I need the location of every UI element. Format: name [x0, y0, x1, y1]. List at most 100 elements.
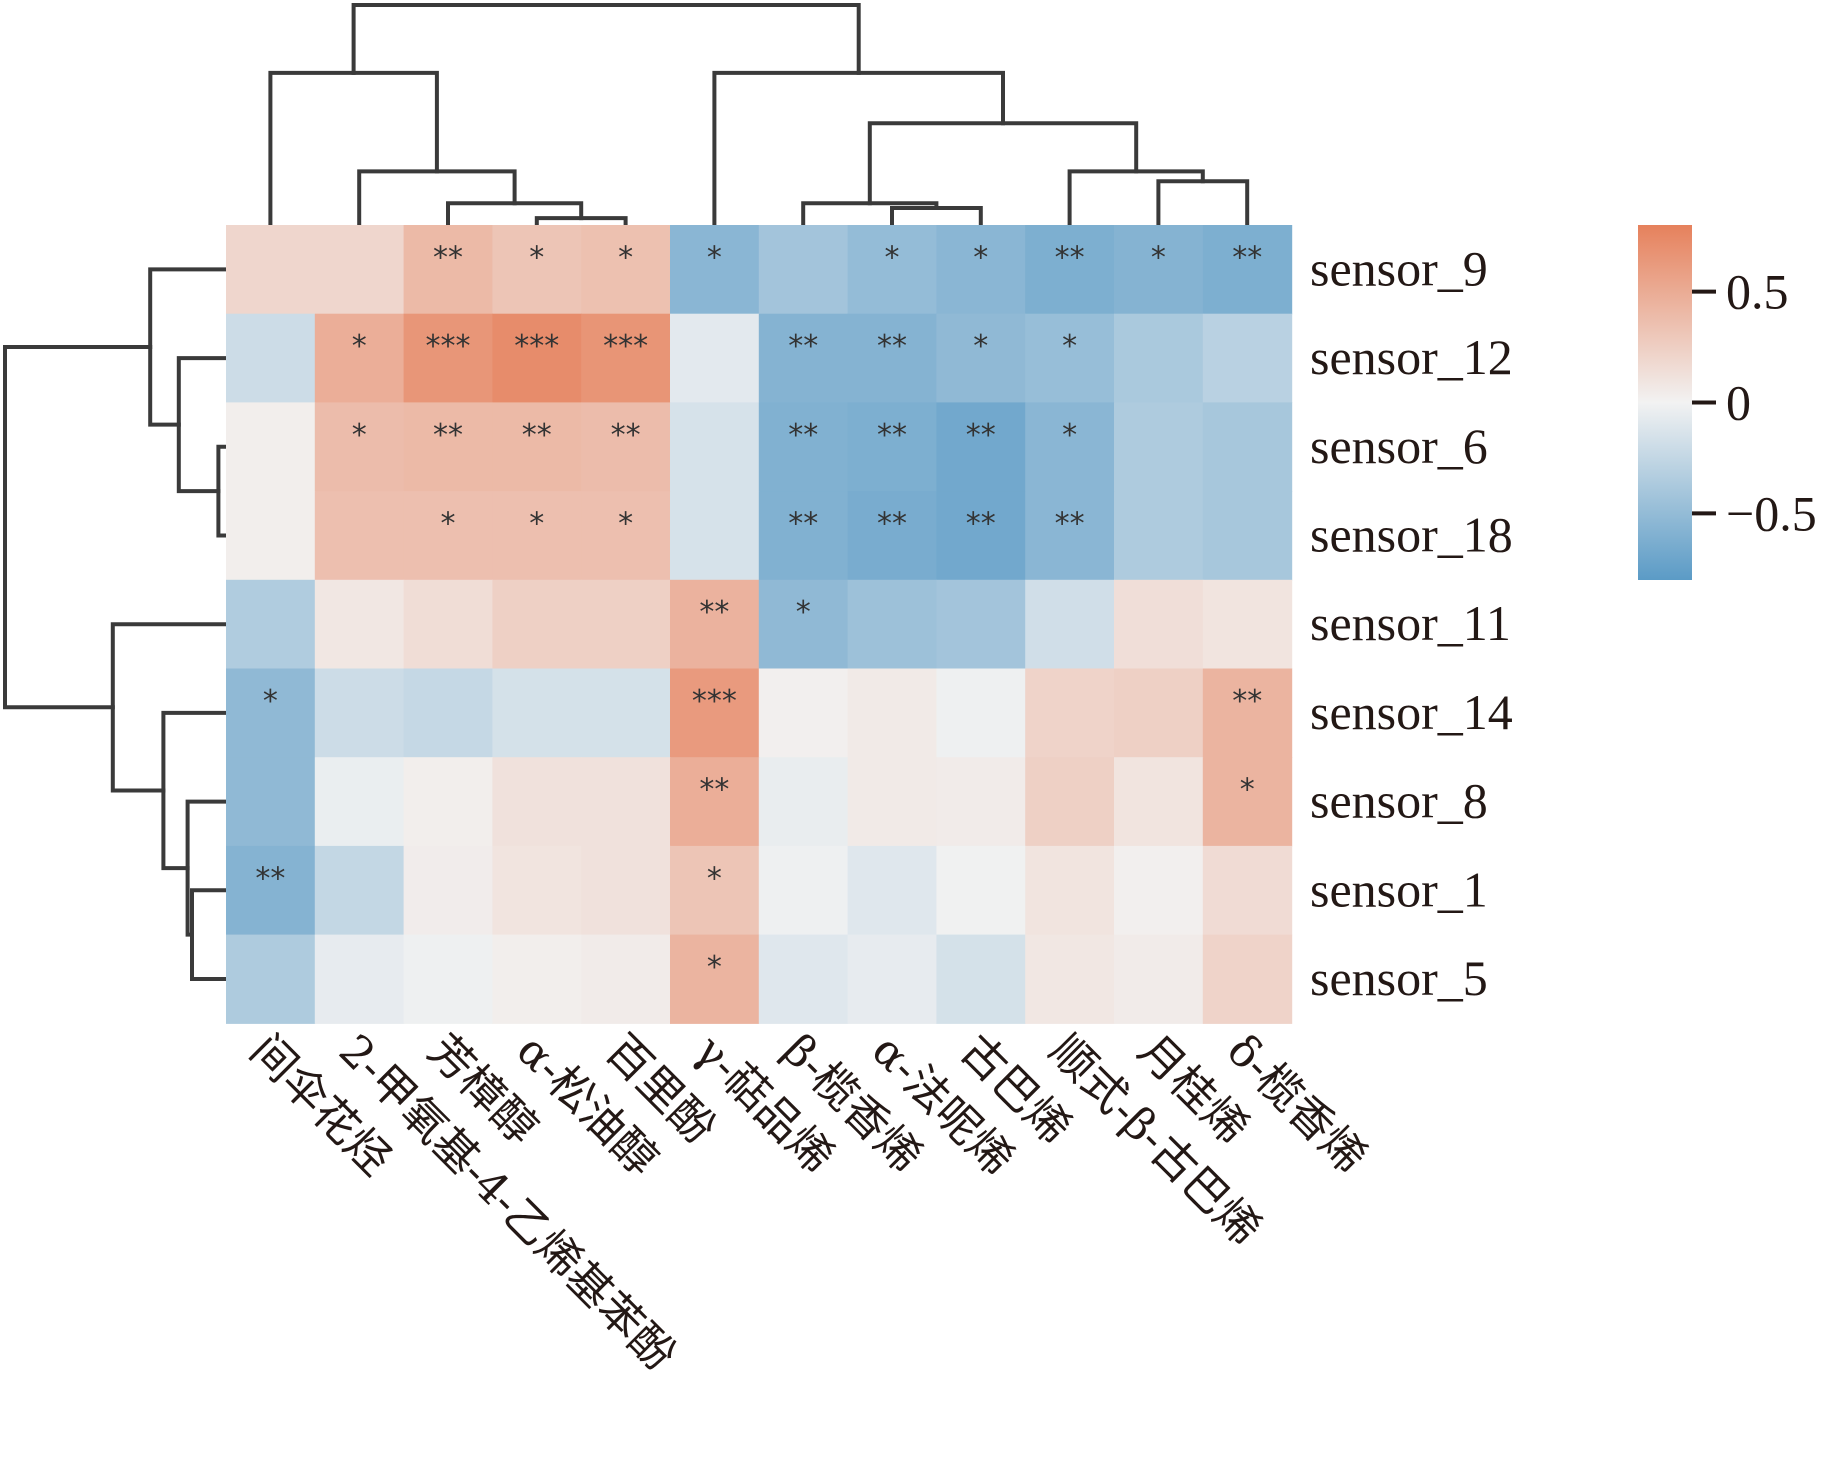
row-label: sensor_12 [1310, 329, 1513, 385]
heatmap-cell [670, 225, 760, 315]
heatmap-cell [226, 313, 316, 403]
dendrogram-link [890, 206, 983, 226]
significance-mark: ** [788, 507, 818, 542]
heatmap-cell [936, 579, 1026, 670]
heatmap-cell [581, 668, 671, 758]
significance-mark: * [1062, 329, 1077, 364]
significance-mark: * [1062, 418, 1077, 453]
significance-mark: *** [603, 329, 648, 364]
dendrogram-link [446, 201, 584, 226]
significance-mark: ** [877, 507, 907, 542]
heatmap-cell [492, 225, 582, 315]
heatmap-cell [847, 934, 937, 1024]
heatmap-cell [1114, 225, 1204, 315]
heatmap-cell [1202, 313, 1293, 403]
heatmap-cell [581, 845, 671, 936]
heatmap-cell [226, 668, 316, 758]
significance-mark: *** [426, 329, 471, 364]
dendrogram-link [3, 345, 153, 710]
heatmap-cell [1025, 491, 1115, 581]
heatmap-cell [581, 757, 671, 847]
heatmap-cell [670, 845, 760, 936]
heatmap-cell [314, 668, 405, 758]
significance-annotations: ** * * * * * ** * *** *** *** *** ** ** * ** ** ** ** ** ** *… [255, 240, 1262, 985]
significance-mark: ** [966, 507, 996, 542]
significance-mark: * [973, 329, 988, 364]
heatmap-cells [226, 225, 1293, 1024]
heatmap-cell [758, 668, 849, 758]
heatmap-cell [403, 757, 493, 847]
row-label: sensor_18 [1310, 507, 1513, 563]
heatmap-cell [1025, 225, 1115, 315]
heatmap-cell [581, 402, 671, 492]
heatmap-cell [226, 491, 316, 581]
heatmap-cell [758, 225, 849, 315]
heatmap-cell [226, 402, 316, 492]
heatmap-cell [758, 757, 849, 847]
significance-mark: ** [433, 240, 463, 275]
significance-mark: * [263, 684, 278, 719]
row-label: sensor_6 [1310, 418, 1488, 474]
heatmap-cell [226, 934, 316, 1024]
significance-mark: * [441, 507, 456, 542]
significance-mark: ** [877, 329, 907, 364]
heatmap-cell [936, 491, 1026, 581]
colorbar-tick-label: 0.5 [1726, 264, 1789, 320]
heatmap-cell [670, 313, 760, 403]
dendrogram-link [867, 121, 1139, 206]
heatmap-cell [847, 491, 937, 581]
heatmap-cell [670, 402, 760, 492]
heatmap-cell [847, 225, 937, 315]
heatmap-cell [670, 668, 760, 758]
heatmap-cell [403, 934, 493, 1024]
dendrogram-link [161, 710, 227, 871]
heatmap-cell [1202, 845, 1293, 936]
heatmap-cell [936, 934, 1026, 1024]
dendrogram-link [351, 3, 861, 75]
heatmap-cell [314, 402, 405, 492]
heatmap-cell [1025, 402, 1115, 492]
heatmap-cell [492, 668, 582, 758]
significance-mark: * [885, 240, 900, 275]
colorbar-tick-label: −0.5 [1726, 485, 1817, 541]
heatmap-cell [1114, 579, 1204, 670]
heatmap-cell [403, 491, 493, 581]
dendrogram-link [190, 888, 227, 981]
dendrogram-link [148, 267, 227, 427]
significance-mark: ** [255, 861, 285, 896]
significance-mark: * [796, 595, 811, 630]
heatmap-cell [1025, 313, 1115, 403]
heatmap-cell [1202, 402, 1293, 492]
heatmap-cell [492, 757, 582, 847]
heatmap-cell [492, 934, 582, 1024]
heatmap-cell [581, 491, 671, 581]
heatmap-cell [581, 579, 671, 670]
heatmap-cell [1114, 668, 1204, 758]
dendrogram-link [110, 622, 227, 793]
heatmap-cell [847, 313, 937, 403]
heatmap-cell [670, 757, 760, 847]
column-labels: 间伞花烃2-甲氧基-4-乙烯基苯酚芳樟醇α-松油醇百里酚γ-萜品烯β-榄香烯α-… [240, 1025, 1375, 1381]
heatmap-cell [314, 225, 405, 315]
significance-mark: ** [699, 595, 729, 630]
significance-mark: ** [611, 418, 641, 453]
heatmap-cell [936, 845, 1026, 936]
significance-mark: ** [1055, 507, 1085, 542]
heatmap-cell [936, 402, 1026, 492]
heatmap-cell [847, 757, 937, 847]
significance-mark: * [618, 240, 633, 275]
heatmap-cell [226, 579, 316, 670]
significance-mark: * [1240, 773, 1255, 808]
significance-mark: ** [788, 329, 818, 364]
significance-mark: ** [877, 418, 907, 453]
heatmap-cell [403, 845, 493, 936]
row-label: sensor_1 [1310, 861, 1488, 917]
heatmap-cell [1025, 757, 1115, 847]
significance-mark: ** [522, 418, 552, 453]
heatmap-cell [670, 579, 760, 670]
heatmap-cell [492, 491, 582, 581]
heatmap-cell [1114, 491, 1204, 581]
significance-mark: * [707, 240, 722, 275]
heatmap-cell [581, 225, 671, 315]
